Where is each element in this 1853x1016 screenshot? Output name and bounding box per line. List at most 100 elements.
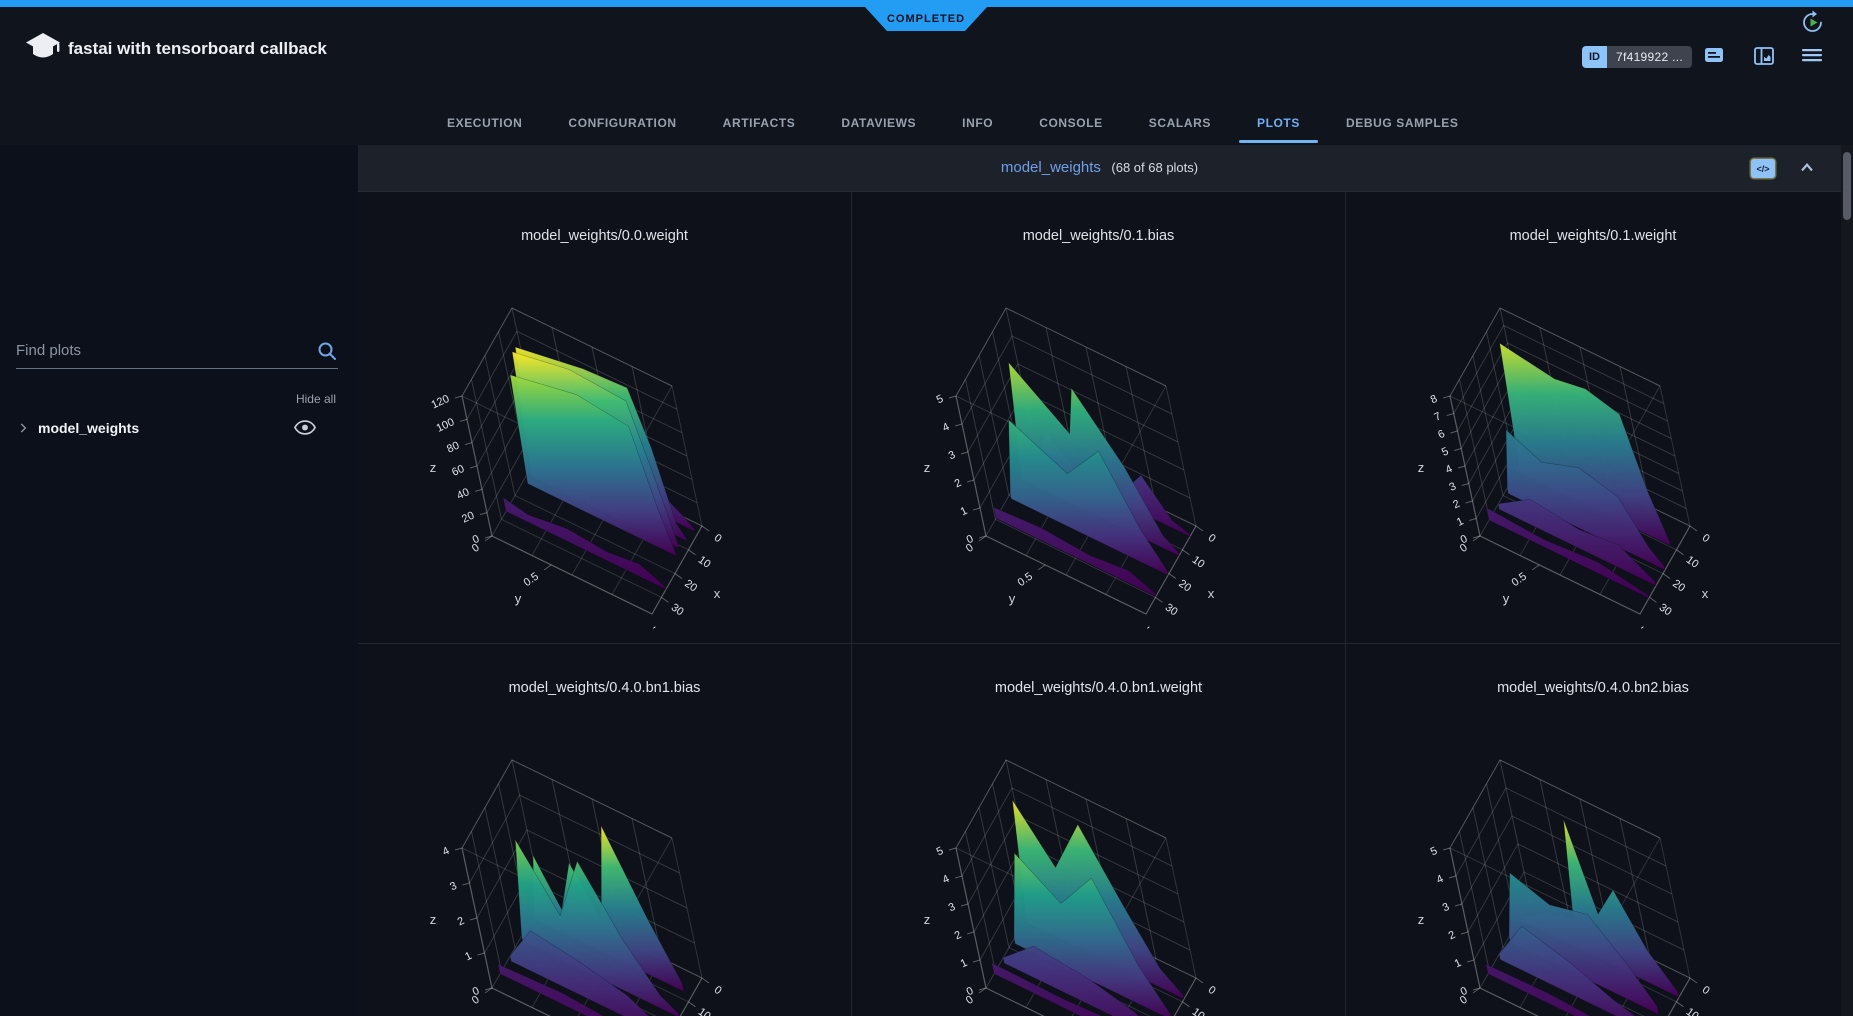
chevron-right-icon[interactable] bbox=[16, 421, 30, 435]
svg-text:6: 6 bbox=[1436, 428, 1447, 441]
surface-plot-canvas[interactable]: 0 20 40 60 80 100 120 0 10 20 30 0 0.5 - z y x bbox=[360, 248, 850, 648]
status-bar bbox=[0, 0, 1853, 7]
tab-debug-samples[interactable]: DEBUG SAMPLES bbox=[1345, 115, 1459, 130]
hide-all-link[interactable]: Hide all bbox=[295, 392, 336, 406]
id-badge[interactable]: ID 7f419922 ... bbox=[1582, 46, 1692, 68]
svg-text:z: z bbox=[429, 460, 436, 475]
svg-text:20: 20 bbox=[1176, 578, 1193, 595]
svg-text:z: z bbox=[429, 912, 436, 927]
svg-text:x: x bbox=[713, 586, 720, 601]
svg-text:0: 0 bbox=[469, 542, 481, 555]
tab-execution[interactable]: EXECUTION bbox=[447, 115, 523, 130]
svg-text:4: 4 bbox=[940, 421, 951, 434]
svg-text:0: 0 bbox=[1205, 984, 1217, 997]
svg-text:0: 0 bbox=[711, 984, 723, 997]
svg-text:0: 0 bbox=[711, 532, 723, 545]
svg-text:z: z bbox=[923, 460, 930, 475]
experiment-logo-icon bbox=[24, 32, 62, 66]
svg-text:40: 40 bbox=[455, 486, 471, 502]
tab-console[interactable]: CONSOLE bbox=[1039, 115, 1103, 130]
svg-text:0: 0 bbox=[470, 985, 481, 998]
comment-icon[interactable] bbox=[1702, 45, 1726, 69]
svg-text:3: 3 bbox=[946, 901, 957, 914]
svg-text:z: z bbox=[1418, 912, 1425, 927]
svg-text:0: 0 bbox=[964, 533, 975, 546]
status-badge: COMPLETED bbox=[865, 7, 987, 31]
sidebar-item-label: model_weights bbox=[38, 420, 140, 436]
tab-configuration[interactable]: CONFIGURATION bbox=[568, 115, 677, 130]
svg-text:3: 3 bbox=[1447, 480, 1458, 493]
svg-text:3: 3 bbox=[946, 449, 957, 462]
svg-text:80: 80 bbox=[445, 440, 461, 456]
tab-bar: EXECUTION CONFIGURATION ARTIFACTS DATAVIEWS… bbox=[0, 100, 1853, 145]
plots-grid: model_weights/0.0.weight 0 20 40 60 80 100 120 0… bbox=[358, 192, 1841, 1016]
svg-text:7: 7 bbox=[1432, 410, 1443, 423]
id-badge-key: ID bbox=[1582, 46, 1607, 68]
search-icon bbox=[318, 342, 336, 360]
plus-icon: + bbox=[94, 77, 102, 91]
svg-text:0: 0 bbox=[1458, 542, 1470, 555]
plot-title: model_weights/0.1.bias bbox=[1022, 228, 1175, 244]
svg-text:10: 10 bbox=[1684, 554, 1701, 571]
svg-text:0: 0 bbox=[1459, 533, 1470, 546]
svg-text:5: 5 bbox=[934, 393, 945, 406]
tab-scalars[interactable]: SCALARS bbox=[1148, 115, 1211, 130]
tab-info[interactable]: INFO bbox=[962, 115, 994, 130]
plot-search bbox=[16, 333, 338, 369]
tab-artifacts[interactable]: ARTIFACTS bbox=[722, 115, 796, 130]
svg-text:4: 4 bbox=[440, 845, 451, 858]
svg-text:1: 1 bbox=[463, 950, 474, 963]
status-badge-label: COMPLETED bbox=[886, 13, 966, 25]
layout-panel-icon[interactable] bbox=[1752, 45, 1776, 69]
sidebar-item-model-weights[interactable]: model_weights bbox=[0, 413, 358, 443]
svg-text:3: 3 bbox=[1441, 901, 1452, 914]
svg-text:z: z bbox=[923, 912, 930, 927]
auto-refresh-icon[interactable] bbox=[1799, 9, 1826, 36]
svg-text:10: 10 bbox=[1189, 1006, 1206, 1016]
svg-text:4: 4 bbox=[940, 873, 951, 886]
svg-text:10: 10 bbox=[695, 1006, 712, 1016]
plots-section-header: model_weights (68 of 68 plots) </> bbox=[358, 145, 1841, 192]
chevron-up-icon[interactable] bbox=[1795, 157, 1819, 181]
id-badge-value: 7f419922 ... bbox=[1607, 46, 1692, 68]
svg-text:10: 10 bbox=[1189, 554, 1206, 571]
svg-text:10: 10 bbox=[1684, 1006, 1701, 1016]
visibility-eye-icon[interactable] bbox=[293, 419, 317, 437]
svg-text:0: 0 bbox=[1700, 984, 1712, 997]
experiment-title: fastai with tensorboard callback bbox=[68, 39, 327, 58]
surface-plot-canvas[interactable]: 0 1 2 3 4 5 6 7 8 0 10 20 30 0 0.5 - z y x bbox=[1348, 248, 1838, 648]
svg-text:-: - bbox=[1637, 621, 1647, 633]
surface-plot-canvas[interactable]: 01234010203000.5-zyx bbox=[360, 700, 850, 1016]
svg-text:0.5: 0.5 bbox=[521, 571, 540, 590]
svg-text:0: 0 bbox=[1205, 532, 1217, 545]
plot-card: model_weights/0.0.weight 0 20 40 60 80 100 120 0… bbox=[358, 192, 852, 644]
svg-text:1: 1 bbox=[1455, 515, 1466, 528]
svg-text:y: y bbox=[514, 591, 521, 606]
plot-title: model_weights/0.4.0.bn2.bias bbox=[1497, 680, 1689, 696]
tab-dataviews[interactable]: DATAVIEWS bbox=[841, 115, 917, 130]
svg-text:-: - bbox=[1143, 621, 1153, 633]
svg-text:30: 30 bbox=[1657, 601, 1674, 618]
svg-text:x: x bbox=[1207, 586, 1214, 601]
svg-text:20: 20 bbox=[1670, 578, 1687, 595]
svg-text:60: 60 bbox=[450, 463, 466, 479]
plot-title: model_weights/0.1.weight bbox=[1509, 228, 1677, 244]
menu-icon[interactable] bbox=[1800, 45, 1824, 69]
svg-text:0: 0 bbox=[470, 533, 481, 546]
svg-text:30: 30 bbox=[668, 601, 685, 618]
plot-title: model_weights/0.4.0.bn1.weight bbox=[994, 680, 1203, 696]
svg-text:3: 3 bbox=[448, 880, 459, 893]
plot-card: model_weights/0.4.0.bn1.weight0123450102… bbox=[852, 644, 1346, 1016]
scrollbar-thumb[interactable] bbox=[1843, 152, 1851, 220]
search-input[interactable] bbox=[16, 342, 316, 359]
svg-text:2: 2 bbox=[455, 915, 466, 928]
plots-group-title[interactable]: model_weights bbox=[1000, 159, 1101, 176]
svg-text:5: 5 bbox=[1429, 845, 1440, 858]
svg-text:0: 0 bbox=[964, 985, 975, 998]
tab-plots[interactable]: PLOTS bbox=[1238, 100, 1319, 145]
plot-card: model_weights/0.1.bias 0 1 2 3 4 5 0 10 20 30 0 0.5 -… bbox=[852, 192, 1346, 644]
embed-code-icon[interactable]: </> bbox=[1751, 159, 1775, 178]
